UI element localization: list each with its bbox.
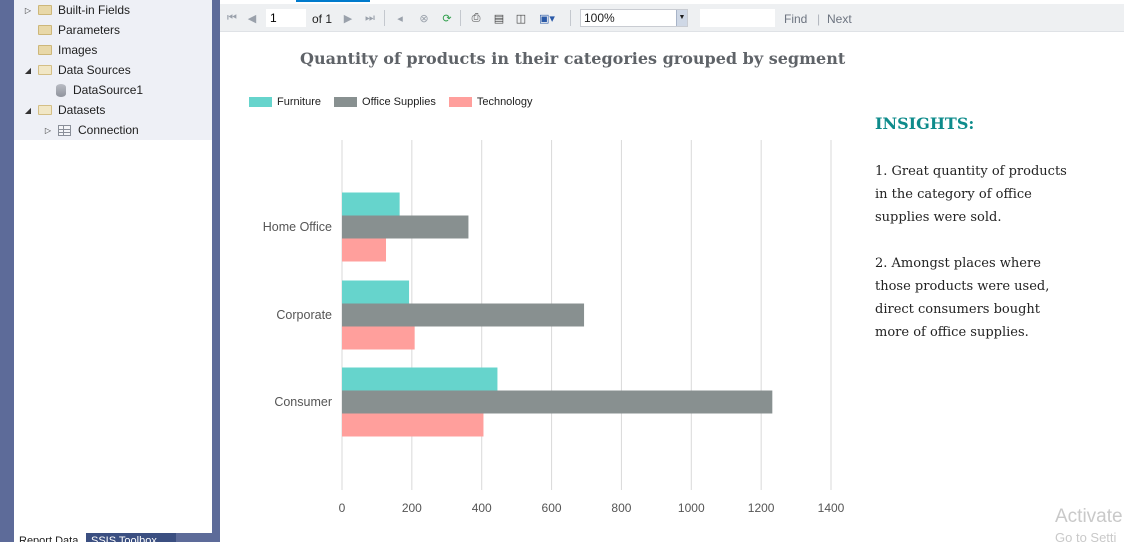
find-link[interactable]: Find bbox=[784, 12, 808, 26]
bar bbox=[342, 413, 484, 437]
category-label: Corporate bbox=[276, 308, 332, 322]
report-data-panel: ▷ Built-in Fields Parameters Images ◢ Data So… bbox=[14, 0, 212, 533]
insights-text: 1. Great quantity of products in the cat… bbox=[875, 160, 1075, 367]
activation-watermark: Activate bbox=[1055, 506, 1123, 527]
print-icon[interactable]: ⎙ bbox=[471, 11, 481, 24]
bar bbox=[342, 192, 400, 216]
x-tick-label: 1200 bbox=[748, 501, 775, 515]
export-icon[interactable]: ▣▾ bbox=[539, 11, 555, 25]
legend-label: Technology bbox=[476, 96, 533, 108]
folder-icon bbox=[38, 45, 52, 55]
x-tick-label: 1400 bbox=[818, 501, 845, 515]
toolbar-separator bbox=[460, 10, 461, 26]
bottom-tab-strip: Report Data SSIS Toolbox bbox=[14, 533, 214, 542]
insight-2: 2. Amongst places where those products w… bbox=[875, 256, 1050, 340]
stop-icon[interactable]: ⊗ bbox=[419, 11, 429, 25]
bar bbox=[342, 238, 387, 262]
find-input[interactable] bbox=[700, 9, 775, 27]
folder-icon bbox=[38, 25, 52, 35]
of-text: of bbox=[312, 12, 323, 26]
refresh-icon[interactable]: ⟳ bbox=[442, 11, 452, 25]
tree-item-label: Datasets bbox=[58, 103, 106, 117]
insights-title: INSIGHTS: bbox=[875, 114, 975, 133]
tree-item-datasets[interactable]: ◢ Datasets bbox=[22, 100, 105, 120]
activation-watermark-sub: Go to Setti bbox=[1055, 530, 1117, 542]
tree-item-data-sources[interactable]: ◢ Data Sources bbox=[22, 60, 131, 80]
back-icon[interactable]: ◂ bbox=[397, 11, 403, 25]
zoom-value: 100% bbox=[584, 11, 615, 25]
previous-page-icon[interactable]: ◀ bbox=[247, 11, 257, 25]
bar-chart: 0 200 400 600 800 1000 1200 1400 Home Office Corp… bbox=[263, 140, 845, 515]
legend-label: Office Supplies bbox=[362, 96, 436, 108]
find-separator: | bbox=[817, 12, 821, 26]
legend-swatch bbox=[334, 97, 358, 107]
x-tick-label: 400 bbox=[472, 501, 492, 515]
chevron-down-icon[interactable]: ▼ bbox=[676, 10, 687, 26]
bar bbox=[342, 367, 498, 391]
tab-ssis-toolbox[interactable]: SSIS Toolbox bbox=[86, 533, 176, 542]
x-tick-label: 200 bbox=[402, 501, 422, 515]
active-tab-accent bbox=[296, 0, 370, 2]
report-viewer: ⏮ ◀ of 1 ▶ ⏭ ◂ ⊗ ⟳ ⎙ ▤ ◫ ▣▾ 100% ▼ Find … bbox=[220, 0, 1124, 542]
expand-arrow-icon[interactable]: ▷ bbox=[44, 125, 52, 135]
print-layout-icon[interactable]: ▤ bbox=[493, 11, 505, 25]
tree-item-label: Images bbox=[58, 43, 98, 57]
toolbar-separator bbox=[384, 10, 385, 26]
tree-item-parameters[interactable]: Parameters bbox=[34, 20, 120, 40]
tree-item-label: Built-in Fields bbox=[58, 3, 131, 17]
category-label: Home Office bbox=[263, 220, 332, 234]
table-icon bbox=[58, 124, 71, 136]
tab-report-data[interactable]: Report Data bbox=[14, 533, 86, 542]
tree-item-built-in-fields[interactable]: ▷ Built-in Fields bbox=[22, 0, 130, 20]
database-icon bbox=[56, 83, 66, 97]
bar bbox=[342, 215, 469, 239]
expand-arrow-icon[interactable]: ▷ bbox=[24, 5, 32, 15]
tree-item-label: Connection bbox=[78, 123, 139, 137]
category-label: Consumer bbox=[274, 395, 332, 409]
tree-item-images[interactable]: Images bbox=[34, 40, 97, 60]
total-pages: 1 bbox=[325, 12, 333, 26]
page-setup-icon[interactable]: ◫ bbox=[515, 11, 527, 25]
legend-item: Technology bbox=[448, 96, 533, 108]
page-count-label: of 1 bbox=[312, 12, 332, 26]
tree-item-connection[interactable]: ▷ Connection bbox=[42, 120, 139, 140]
folder-open-icon bbox=[38, 65, 52, 75]
tree-item-datasource1[interactable]: DataSource1 bbox=[54, 80, 143, 100]
x-tick-label: 0 bbox=[339, 501, 346, 515]
bar bbox=[342, 326, 415, 350]
collapse-arrow-icon[interactable]: ◢ bbox=[24, 65, 32, 75]
legend-swatch bbox=[448, 97, 472, 107]
legend-item: Furniture bbox=[249, 96, 321, 108]
folder-icon bbox=[38, 5, 52, 15]
toolbar-separator bbox=[570, 10, 571, 26]
insight-1: 1. Great quantity of products in the cat… bbox=[875, 164, 1067, 225]
x-tick-label: 600 bbox=[542, 501, 562, 515]
report-toolbar: ⏮ ◀ of 1 ▶ ⏭ ◂ ⊗ ⟳ ⎙ ▤ ◫ ▣▾ 100% ▼ Find … bbox=[220, 4, 1124, 32]
x-tick-label: 1000 bbox=[678, 501, 705, 515]
bar bbox=[342, 303, 585, 327]
bar bbox=[342, 280, 410, 304]
tree-item-label: Data Sources bbox=[58, 63, 131, 77]
report-title: Quantity of products in their categories… bbox=[300, 49, 846, 68]
page-number-input[interactable] bbox=[266, 9, 306, 27]
folder-open-icon bbox=[38, 105, 52, 115]
legend-label: Furniture bbox=[277, 96, 322, 108]
tree-item-label: Parameters bbox=[58, 23, 121, 37]
bar bbox=[342, 390, 773, 414]
x-tick-label: 800 bbox=[611, 501, 631, 515]
tree-item-label: DataSource1 bbox=[73, 83, 144, 97]
first-page-icon[interactable]: ⏮ bbox=[227, 11, 237, 24]
legend-item: Office Supplies bbox=[334, 96, 436, 108]
chart-legend: Furniture Office Supplies Technology bbox=[249, 95, 545, 109]
collapse-arrow-icon[interactable]: ◢ bbox=[24, 105, 32, 115]
last-page-icon[interactable]: ⏭ bbox=[365, 11, 375, 24]
legend-swatch bbox=[249, 97, 272, 107]
next-page-icon[interactable]: ▶ bbox=[343, 11, 353, 25]
zoom-select[interactable]: 100% ▼ bbox=[580, 9, 688, 27]
report-data-tree: ▷ Built-in Fields Parameters Images ◢ Data So… bbox=[14, 0, 212, 140]
find-next-link[interactable]: Next bbox=[827, 12, 852, 26]
